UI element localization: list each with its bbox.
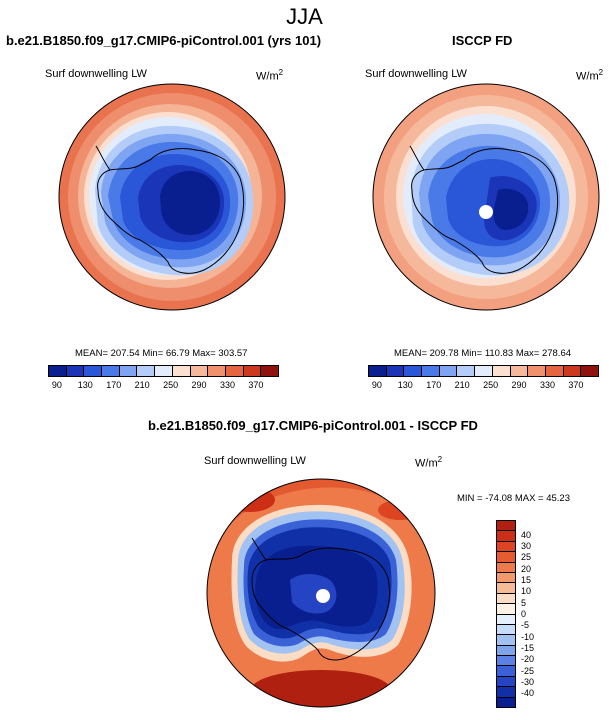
colorbar-tick-label: 290 xyxy=(511,380,527,390)
colorbar-tick-label: -15 xyxy=(521,642,535,653)
colorbar-swatch xyxy=(497,635,515,646)
colorbar-swatch xyxy=(172,366,191,376)
panel1-stats: MEAN= 207.54 Min= 66.79 Max= 303.57 xyxy=(75,348,248,359)
colorbar-tick-label: 170 xyxy=(106,380,122,390)
colorbar-swatch xyxy=(84,366,103,376)
panel1-title: b.e21.B1850.f09_g17.CMIP6-piControl.001 … xyxy=(6,33,322,48)
colorbar-swatch xyxy=(497,572,515,584)
colorbar-tick-label: 250 xyxy=(483,380,499,390)
colorbar-tick-label: -25 xyxy=(521,665,535,676)
colorbar-tick-label: -20 xyxy=(521,654,535,665)
colorbar-tick-label: 25 xyxy=(521,552,532,563)
colorbar-tick-label: 330 xyxy=(219,380,235,390)
colorbar-swatch xyxy=(190,366,209,376)
colorbar-swatch xyxy=(510,366,529,376)
colorbar-swatch xyxy=(545,366,564,376)
colorbar-tick-label: 90 xyxy=(371,380,382,390)
panel2-polar-map xyxy=(372,83,600,311)
panel3-colorbar xyxy=(496,520,516,708)
colorbar-swatch xyxy=(497,666,515,677)
colorbar-swatch xyxy=(497,604,515,615)
colorbar-swatch xyxy=(497,583,515,594)
colorbar-tick-label: -30 xyxy=(521,676,535,687)
colorbar-tick-label: 130 xyxy=(77,380,93,390)
panel3-stats: MIN = -74.08 MAX = 45.23 xyxy=(457,493,571,504)
colorbar-tick-label: 170 xyxy=(426,380,442,390)
colorbar-swatch xyxy=(497,541,515,553)
colorbar-tick-label: 10 xyxy=(521,586,532,597)
colorbar-tick-label: 250 xyxy=(163,380,179,390)
colorbar-tick-label: 0 xyxy=(521,609,527,619)
colorbar-tick-label: 210 xyxy=(454,380,470,390)
panel3-title: b.e21.B1850.f09_g17.CMIP6-piControl.001 … xyxy=(148,418,478,433)
colorbar-tick-label: 370 xyxy=(568,380,584,390)
colorbar-swatch xyxy=(497,676,515,688)
panel1-variable-label: Surf downwelling LW xyxy=(45,68,147,80)
panel3-colorbar-ticks: 40 30 25 20 15 10 5 0 -5 -10 -15 -20 -25 -30 -40 xyxy=(521,520,551,708)
colorbar-swatch xyxy=(422,366,440,376)
colorbar-swatch xyxy=(369,366,387,376)
colorbar-swatch xyxy=(492,366,511,376)
colorbar-swatch xyxy=(497,656,515,667)
colorbar-swatch xyxy=(404,366,423,376)
colorbar-swatch xyxy=(261,366,278,376)
colorbar-swatch xyxy=(137,366,156,376)
colorbar-swatch xyxy=(497,645,515,657)
colorbar-swatch xyxy=(155,366,173,376)
colorbar-tick-label: 290 xyxy=(191,380,207,390)
panel2-colorbar-ticks: 90 130 170 210 250 290 330 370 xyxy=(368,380,599,392)
panel3-variable-label: Surf downwelling LW xyxy=(204,455,306,467)
colorbar-swatch xyxy=(66,366,85,376)
colorbar-swatch xyxy=(581,366,598,376)
colorbar-tick-label: 40 xyxy=(521,529,532,540)
colorbar-swatch xyxy=(208,366,226,376)
colorbar-swatch xyxy=(497,562,515,573)
panel2-colorbar xyxy=(368,365,599,377)
colorbar-swatch xyxy=(563,366,582,376)
panel1-units: W/m2 xyxy=(256,68,284,83)
colorbar-swatch xyxy=(457,366,476,376)
colorbar-swatch xyxy=(497,531,515,542)
colorbar-tick-label: 5 xyxy=(521,597,527,608)
season-title: JJA xyxy=(286,4,323,29)
colorbar-swatch xyxy=(528,366,546,376)
colorbar-swatch xyxy=(497,687,515,698)
colorbar-swatch xyxy=(475,366,493,376)
colorbar-swatch xyxy=(49,366,67,376)
colorbar-swatch xyxy=(102,366,120,376)
colorbar-swatch xyxy=(386,366,405,376)
colorbar-tick-label: 330 xyxy=(539,380,555,390)
colorbar-swatch xyxy=(497,624,515,636)
colorbar-tick-label: 90 xyxy=(51,380,62,390)
colorbar-swatch xyxy=(497,697,515,708)
colorbar-swatch xyxy=(119,366,138,376)
colorbar-tick-label: -10 xyxy=(521,631,535,642)
panel2-units: W/m2 xyxy=(576,68,604,83)
colorbar-tick-label: -40 xyxy=(521,688,535,699)
colorbar-swatch xyxy=(225,366,244,376)
colorbar-tick-label: 370 xyxy=(248,380,264,390)
colorbar-swatch xyxy=(497,614,515,625)
panel1-colorbar-ticks: 90 130 170 210 250 290 330 370 xyxy=(48,380,279,392)
colorbar-tick-label: 15 xyxy=(521,575,532,586)
colorbar-tick-label: -5 xyxy=(521,620,530,631)
colorbar-tick-label: 20 xyxy=(521,563,532,574)
panel1-polar-map xyxy=(58,83,286,311)
panel1-colorbar xyxy=(48,365,279,377)
colorbar-swatch xyxy=(497,552,515,563)
panel3-units: W/m2 xyxy=(415,455,443,470)
panel2-variable-label: Surf downwelling LW xyxy=(365,68,467,80)
colorbar-swatch xyxy=(497,593,515,605)
panel2-stats: MEAN= 209.78 Min= 110.83 Max= 278.64 xyxy=(394,348,572,359)
colorbar-tick-label: 30 xyxy=(521,541,532,552)
panel2-title: ISCCP FD xyxy=(452,33,513,48)
colorbar-swatch xyxy=(439,366,458,376)
colorbar-swatch xyxy=(243,366,262,376)
colorbar-tick-label: 130 xyxy=(397,380,413,390)
colorbar-tick-label: 210 xyxy=(134,380,150,390)
colorbar-swatch xyxy=(497,521,515,532)
